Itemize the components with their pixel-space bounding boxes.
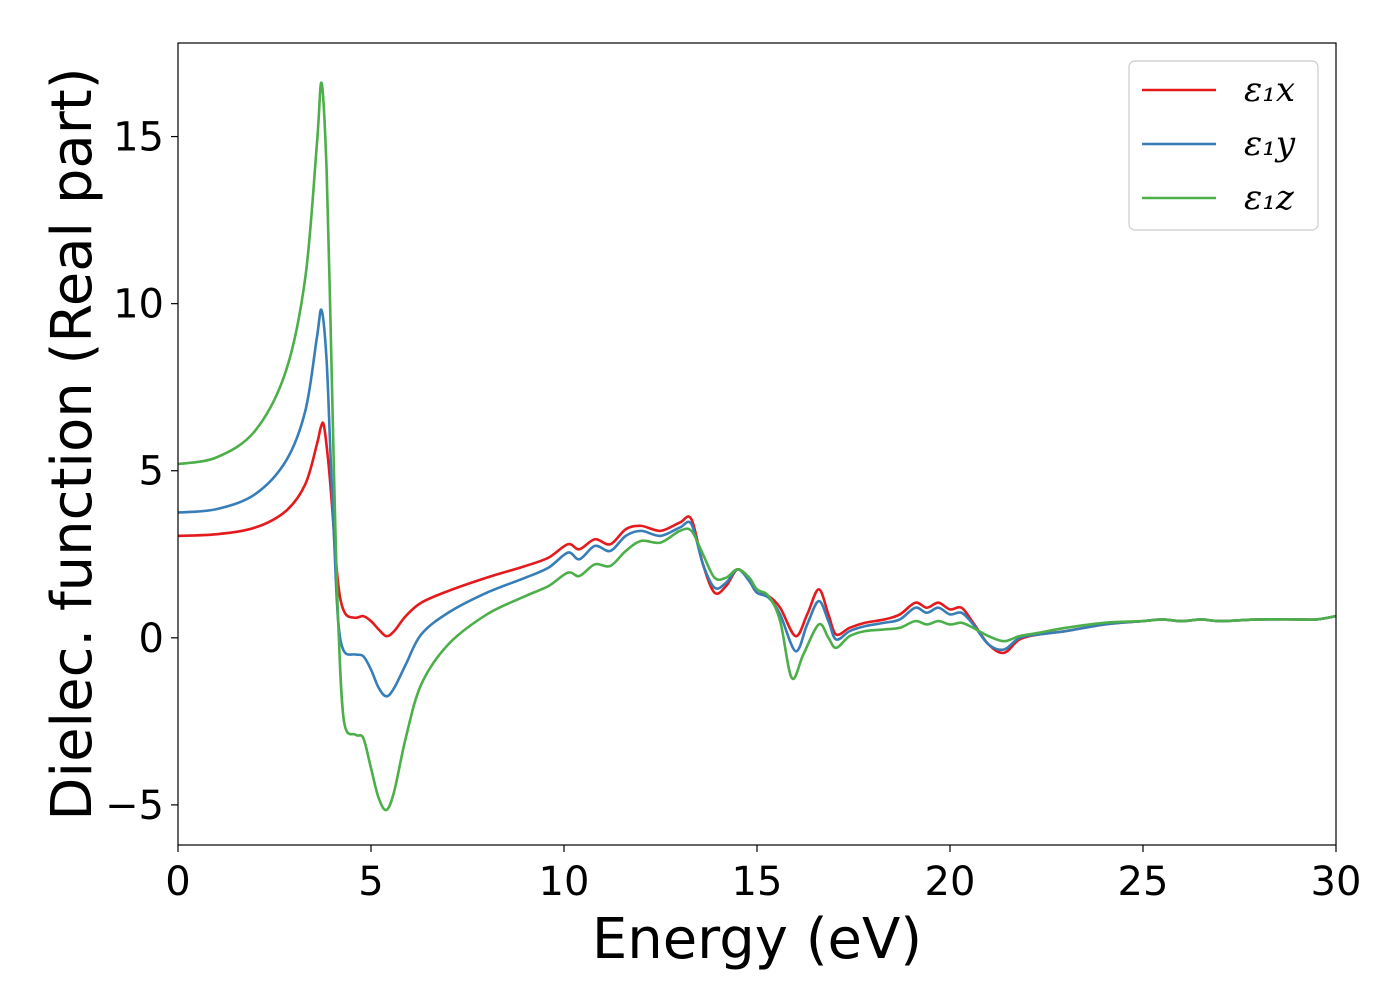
y-tick-label: 15 (113, 115, 164, 161)
series-line-1 (178, 421, 1336, 655)
y-axis-label: Dielec. function (Real part) (40, 67, 105, 820)
y-axis-ticks: −5 0 5 10 15 (105, 115, 178, 829)
y-tick-label: −5 (105, 783, 164, 829)
legend-box (1128, 60, 1319, 231)
legend-label-2: ε₁y (1244, 124, 1296, 164)
x-tick-label: 0 (165, 859, 190, 905)
legend: ε₁x ε₁y ε₁z (1128, 60, 1319, 231)
legend-label-1: ε₁x (1244, 70, 1295, 110)
legend-label-3: ε₁z (1244, 178, 1295, 218)
series-line-3 (178, 81, 1336, 812)
x-tick-label: 5 (358, 859, 383, 905)
y-tick-label: 0 (139, 616, 164, 662)
series-layer (178, 81, 1336, 812)
y-tick-label: 5 (139, 449, 164, 495)
legend-items: ε₁x ε₁y ε₁z (1142, 70, 1296, 218)
x-tick-label: 30 (1311, 859, 1362, 905)
x-axis-label: Energy (eV) (592, 907, 922, 972)
x-tick-label: 25 (1118, 859, 1169, 905)
x-tick-label: 15 (732, 859, 783, 905)
x-tick-label: 20 (925, 859, 976, 905)
x-axis-ticks: 0 5 10 15 20 25 30 (165, 845, 1361, 905)
y-tick-label: 10 (113, 282, 164, 328)
x-tick-label: 10 (539, 859, 590, 905)
